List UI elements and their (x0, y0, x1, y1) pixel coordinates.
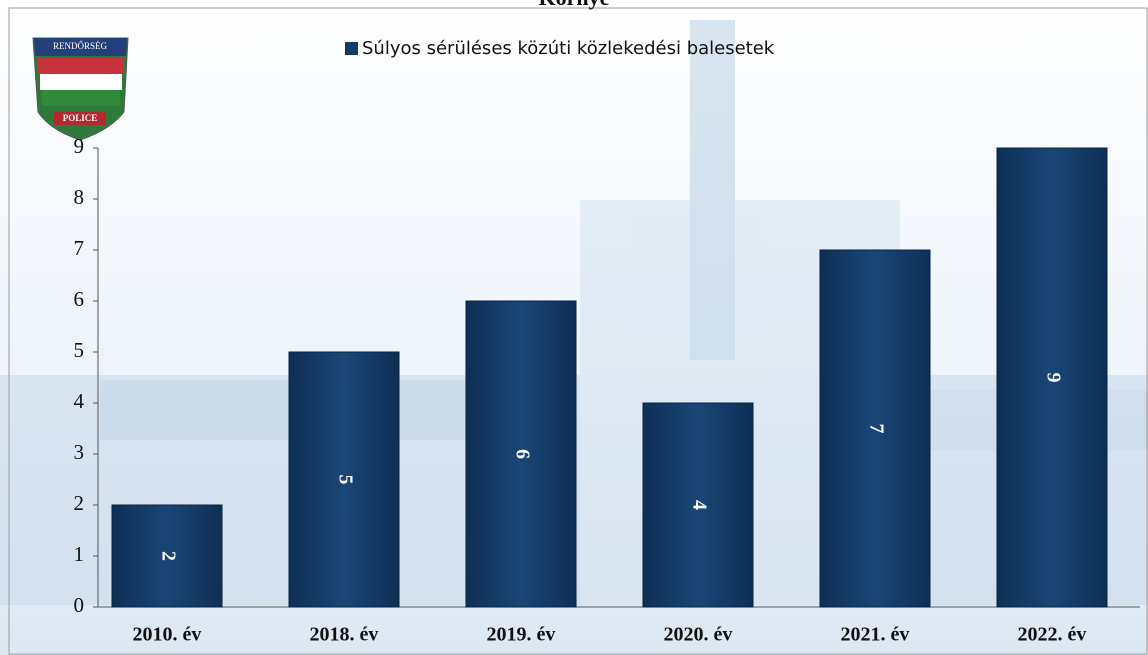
y-tick-label: 4 (74, 389, 85, 413)
logo-text: RENDŐRSÉG (53, 41, 108, 51)
y-tick-label: 3 (74, 440, 85, 464)
bar (996, 147, 1108, 608)
bar (819, 249, 931, 608)
y-tick-label: 0 (74, 593, 85, 617)
y-tick-label: 5 (74, 338, 85, 362)
bar (465, 300, 577, 608)
bar (111, 504, 223, 608)
data-label: 5 (334, 475, 356, 485)
y-tick-label: 2 (74, 491, 85, 515)
x-tick-label: 2021. év (841, 624, 910, 646)
x-tick-label: 2020. év (664, 624, 733, 646)
data-label: 9 (1042, 373, 1064, 383)
chart-title: Környe (539, 0, 610, 10)
bar (288, 351, 400, 608)
data-label: 4 (688, 500, 710, 510)
bar (642, 402, 754, 608)
data-label: 6 (511, 449, 533, 459)
y-tick-label: 7 (74, 236, 85, 260)
y-tick-label: 9 (74, 134, 85, 158)
chart-frame (8, 7, 1148, 655)
y-tick-label: 8 (74, 185, 85, 209)
legend-label: Súlyos sérüléses közúti közlekedési bale… (362, 38, 775, 59)
y-tick-label: 6 (74, 287, 85, 311)
y-tick-label: 1 (74, 542, 85, 566)
x-tick-label: 2018. év (310, 624, 379, 646)
data-label: 2 (157, 551, 179, 561)
data-label: 7 (865, 424, 887, 434)
x-tick-label: 2010. év (133, 624, 202, 646)
logo-text: POLICE (63, 113, 98, 123)
legend-swatch (345, 42, 358, 55)
x-tick-label: 2022. év (1018, 624, 1087, 646)
logo: RENDŐRSÉG POLICE (32, 37, 129, 141)
x-tick-label: 2019. év (487, 624, 556, 646)
